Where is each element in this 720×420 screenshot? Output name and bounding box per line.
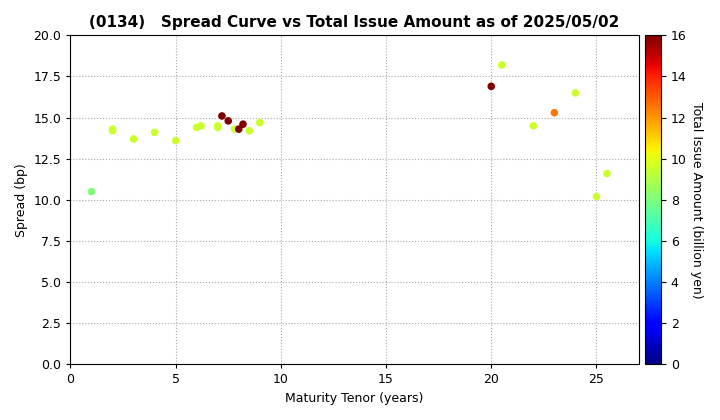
Point: [601, 170, 613, 177]
Point: [212, 123, 223, 129]
Point: [485, 83, 497, 90]
Y-axis label: Total Issue Amount (billion yen): Total Issue Amount (billion yen): [690, 102, 703, 298]
Point: [128, 136, 140, 142]
Point: [570, 89, 581, 96]
Point: [243, 127, 255, 134]
Point: [237, 121, 248, 128]
Point: [590, 193, 602, 200]
Point: [229, 126, 240, 132]
Point: [216, 113, 228, 119]
Point: [212, 124, 223, 131]
Point: [233, 126, 245, 132]
Point: [86, 188, 97, 195]
Point: [549, 109, 560, 116]
Title: (0134)   Spread Curve vs Total Issue Amount as of 2025/05/02: (0134) Spread Curve vs Total Issue Amoun…: [89, 15, 620, 30]
Point: [195, 123, 207, 129]
Point: [149, 129, 161, 136]
Point: [170, 137, 181, 144]
Point: [496, 62, 508, 68]
Point: [254, 119, 266, 126]
X-axis label: Maturity Tenor (years): Maturity Tenor (years): [285, 392, 423, 405]
Point: [107, 126, 118, 132]
Point: [191, 124, 202, 131]
Point: [528, 123, 539, 129]
Y-axis label: Spread (bp): Spread (bp): [15, 163, 28, 237]
Point: [107, 127, 118, 134]
Point: [222, 118, 234, 124]
